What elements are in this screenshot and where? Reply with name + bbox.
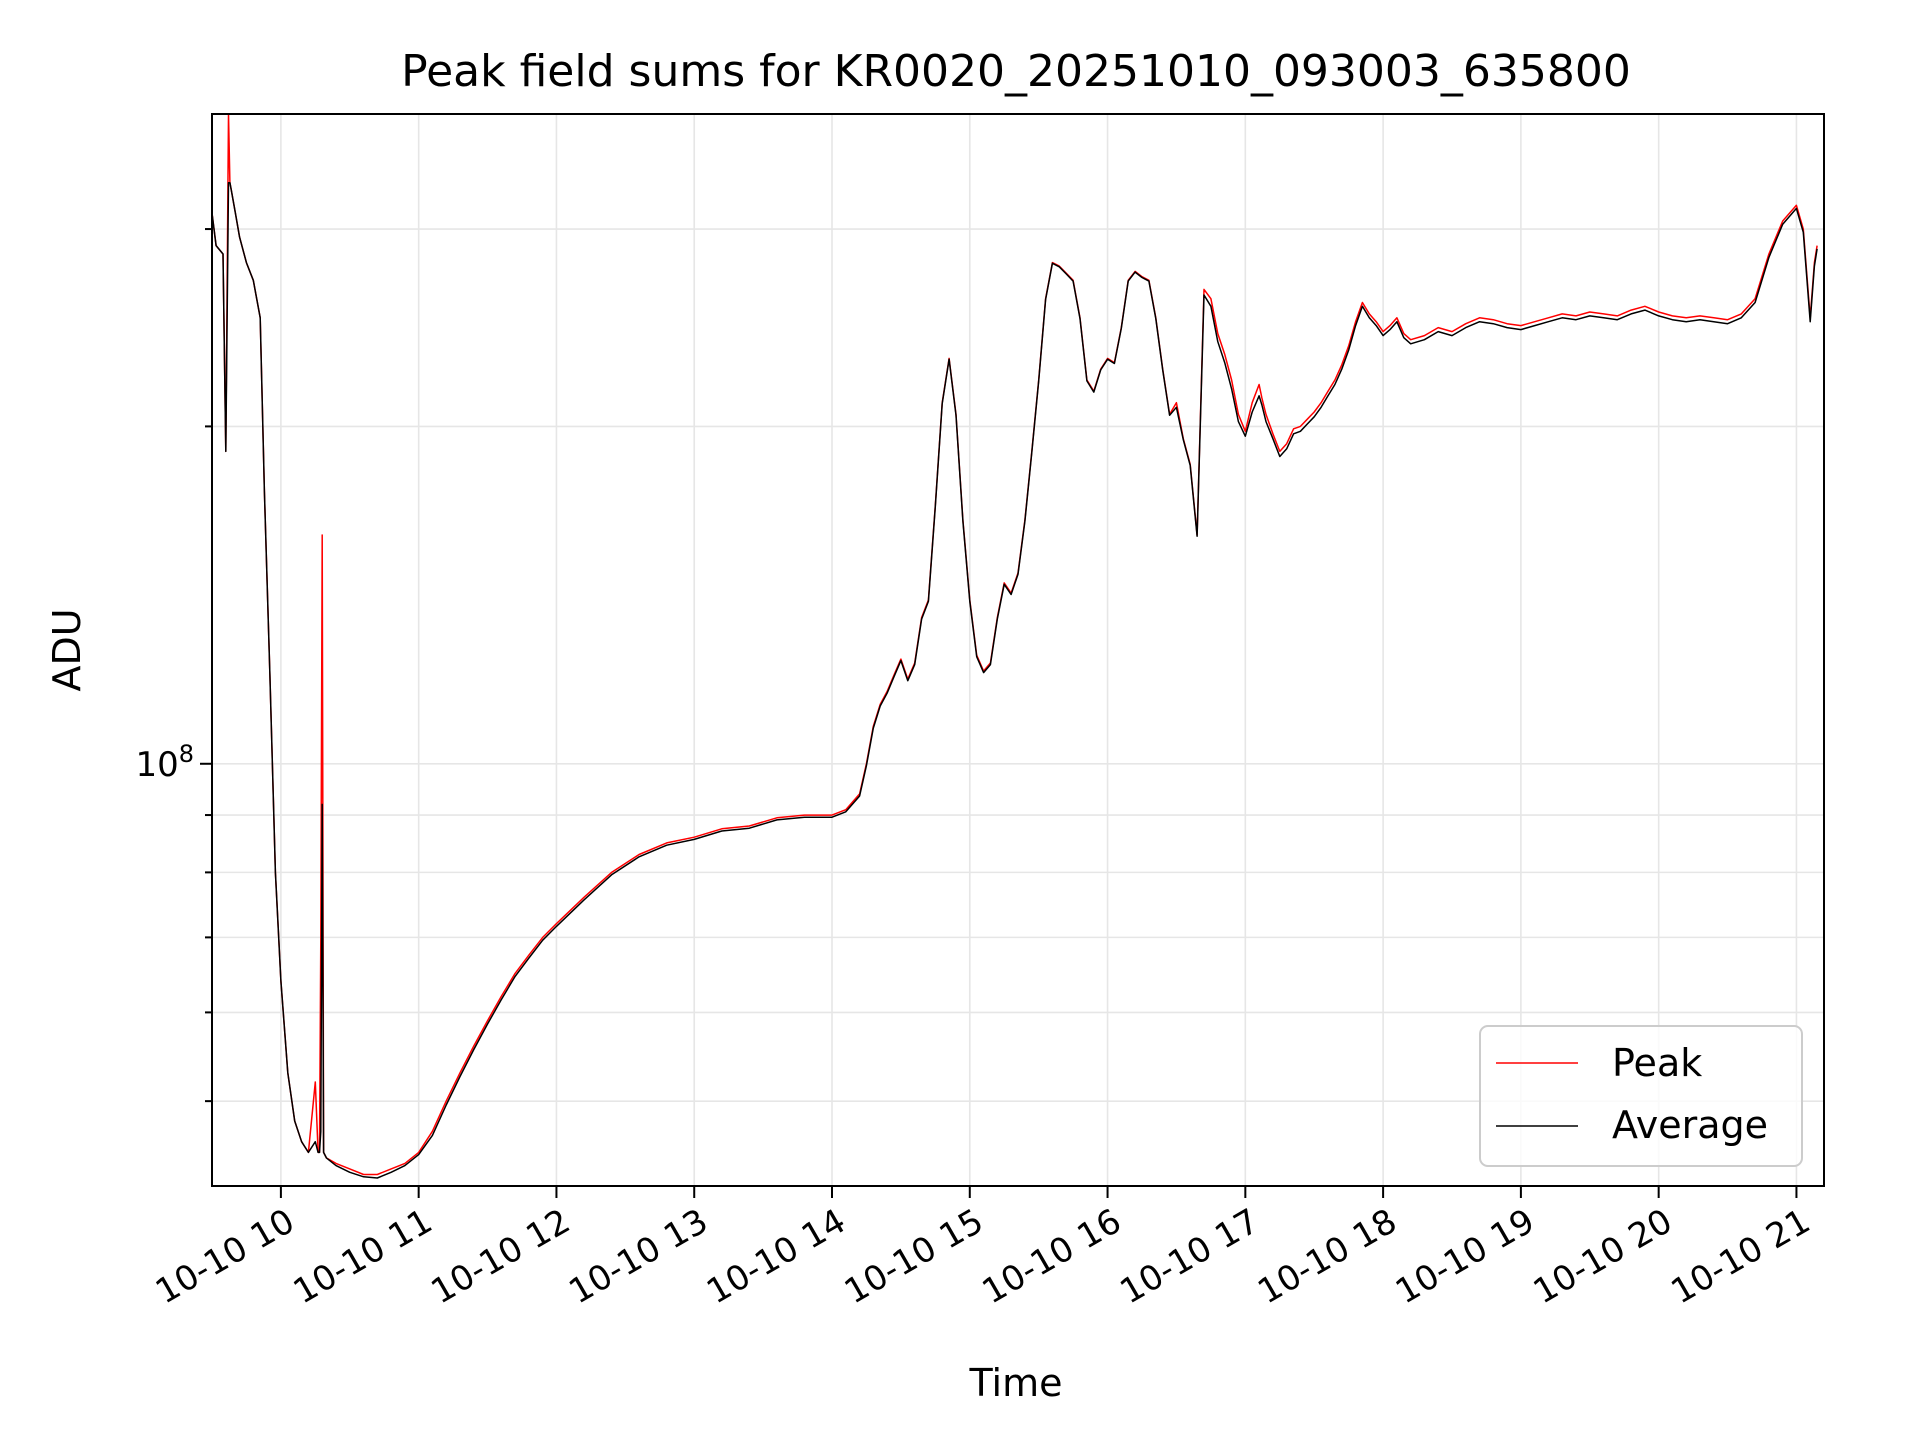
y-tick-label: 108 bbox=[135, 740, 194, 785]
y-axis-label: ADU bbox=[45, 608, 89, 691]
y-axis: 108 bbox=[135, 228, 212, 1103]
series-line-average bbox=[211, 181, 1818, 1179]
grid bbox=[212, 114, 1824, 1186]
legend-box bbox=[1479, 1025, 1803, 1167]
chart-title: Peak field sums for KR0020_20251010_0930… bbox=[401, 46, 1631, 97]
series-layer bbox=[211, 113, 1818, 1179]
legend: Peak Average bbox=[1479, 1025, 1803, 1167]
x-axis-label: Time bbox=[969, 1361, 1063, 1405]
plot-frame bbox=[211, 113, 1825, 1187]
legend-average-label: Average bbox=[1612, 1103, 1768, 1147]
legend-peak-label: Peak bbox=[1612, 1041, 1702, 1085]
